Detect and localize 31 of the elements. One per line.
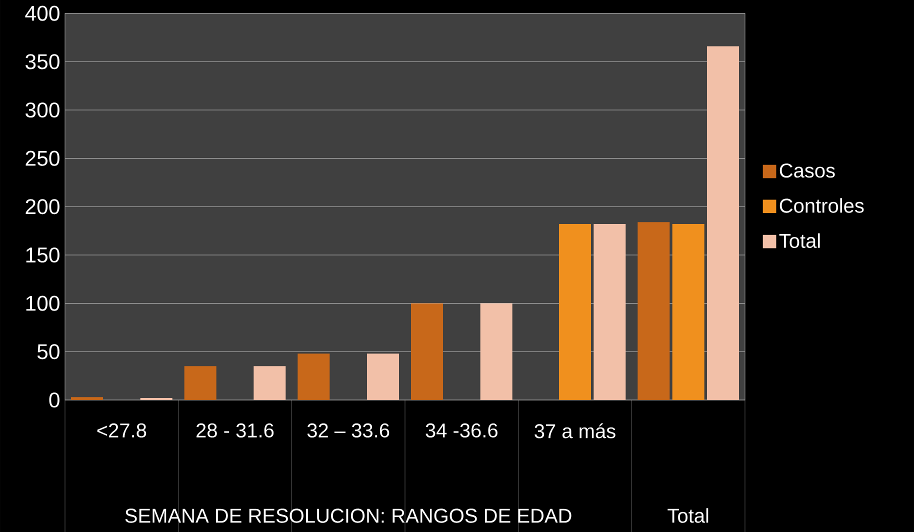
y-tick-label: 250 [26,150,60,166]
bar [480,303,512,400]
y-tick-label: 0 [49,392,60,408]
y-tick-label: 350 [26,54,60,70]
x-tick-label: 37 a más [534,423,616,438]
text: Total [668,508,708,523]
bar [638,222,670,400]
legend-label: Total [779,233,820,248]
legend-label: Controles [780,198,864,213]
bar [558,224,591,400]
x-tick-label: <27.8 [97,423,146,438]
bar [298,354,330,400]
bar [254,366,286,400]
y-tick-label: 300 [26,102,60,118]
y-tick-label: 150 [26,247,60,262]
y-tick-label: 100 [26,296,60,311]
y-tick-label: 400 [25,6,60,21]
bar [367,354,399,400]
y-tick-label: 50 [37,344,60,360]
y-tick-label: 200 [26,199,60,214]
x-tick-label: 32 – 33.6 [307,423,390,438]
x-tick-label: 28 - 31.6 [196,423,274,438]
bar [71,397,104,400]
bar [672,224,704,400]
bar [411,303,443,400]
text: SEMANA DE RESOLUCION: RANGOS DE EDAD [125,508,572,523]
bar [706,46,739,400]
x-tick-label: 34 -36.6 [426,423,498,438]
bar [184,366,216,400]
bar [594,224,626,400]
legend-label: Casos [780,163,835,178]
